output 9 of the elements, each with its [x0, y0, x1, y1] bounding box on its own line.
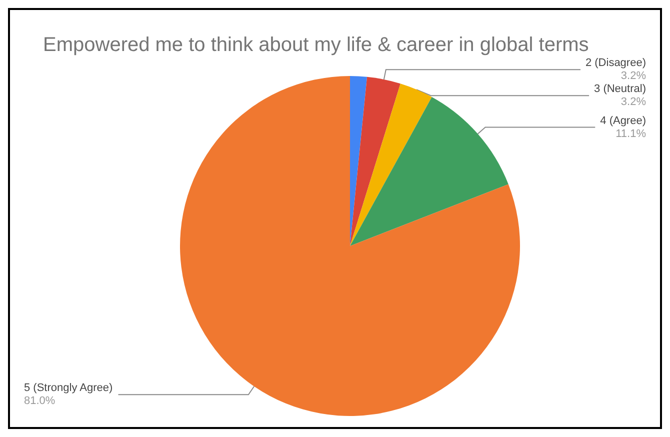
data-label: 3.2%	[620, 70, 646, 82]
slice-label: 3 (Neutral)	[594, 83, 646, 96]
data-label: 11.1%	[616, 128, 646, 140]
data-label: 81.0%	[24, 395, 56, 408]
slice-label: 5 (Strongly Agree)	[24, 382, 113, 394]
chart-title: Empowered me to think about my life & career in global terms	[43, 34, 589, 56]
slice-label: 2 (Disagree)	[585, 57, 646, 70]
data-label: 3.2%	[620, 96, 646, 108]
slice-label: 4 (Agree)	[600, 114, 646, 127]
